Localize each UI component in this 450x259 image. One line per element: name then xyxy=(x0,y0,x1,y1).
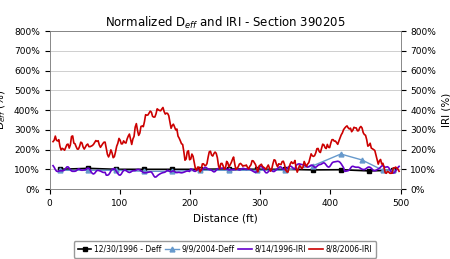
8/14/1996-IRI xyxy=(396,165,402,168)
12/30/1996 - Deff xyxy=(226,167,231,170)
8/8/2006-IRI xyxy=(384,172,389,175)
8/8/2006-IRI xyxy=(257,164,263,167)
9/9/2004-Deff xyxy=(254,169,259,172)
8/8/2006-IRI xyxy=(263,168,269,171)
Legend: 12/30/1996 - Deff, 9/9/2004-Deff, 8/14/1996-IRI, 8/8/2006-IRI: 12/30/1996 - Deff, 9/9/2004-Deff, 8/14/1… xyxy=(74,241,376,258)
9/9/2004-Deff xyxy=(86,169,91,172)
12/30/1996 - Deff xyxy=(254,168,259,171)
Title: Normalized D$_{eff}$ and IRI - Section 390205: Normalized D$_{eff}$ and IRI - Section 3… xyxy=(105,15,345,31)
12/30/1996 - Deff xyxy=(113,168,119,171)
8/14/1996-IRI xyxy=(263,171,269,174)
9/9/2004-Deff xyxy=(113,169,119,172)
8/14/1996-IRI xyxy=(50,164,56,167)
12/30/1996 - Deff xyxy=(366,169,372,172)
12/30/1996 - Deff xyxy=(391,169,396,172)
9/9/2004-Deff xyxy=(359,159,364,162)
9/9/2004-Deff xyxy=(198,169,203,172)
Line: 8/14/1996-IRI: 8/14/1996-IRI xyxy=(53,161,399,177)
Line: 9/9/2004-Deff: 9/9/2004-Deff xyxy=(58,152,396,174)
8/14/1996-IRI xyxy=(366,166,372,169)
Y-axis label: IRI (%): IRI (%) xyxy=(441,93,450,127)
12/30/1996 - Deff xyxy=(338,168,343,171)
8/14/1996-IRI xyxy=(152,176,158,179)
8/8/2006-IRI xyxy=(343,125,349,128)
12/30/1996 - Deff xyxy=(282,168,288,171)
9/9/2004-Deff xyxy=(282,169,288,172)
8/8/2006-IRI xyxy=(256,164,262,168)
8/8/2006-IRI xyxy=(51,139,57,142)
12/30/1996 - Deff xyxy=(310,168,315,171)
12/30/1996 - Deff xyxy=(86,167,91,170)
8/8/2006-IRI xyxy=(396,170,402,173)
12/30/1996 - Deff xyxy=(170,168,175,171)
8/8/2006-IRI xyxy=(50,140,56,143)
8/14/1996-IRI xyxy=(344,169,350,172)
Y-axis label: D$_{eff}$ (%): D$_{eff}$ (%) xyxy=(0,90,9,130)
Line: 12/30/1996 - Deff: 12/30/1996 - Deff xyxy=(58,166,396,173)
9/9/2004-Deff xyxy=(142,170,147,173)
8/14/1996-IRI xyxy=(256,166,262,169)
8/14/1996-IRI xyxy=(51,166,57,169)
12/30/1996 - Deff xyxy=(57,168,63,171)
8/14/1996-IRI xyxy=(335,160,341,163)
9/9/2004-Deff xyxy=(391,169,396,172)
8/8/2006-IRI xyxy=(160,106,166,109)
8/14/1996-IRI xyxy=(257,165,263,168)
9/9/2004-Deff xyxy=(380,169,386,172)
8/8/2006-IRI xyxy=(365,145,370,148)
9/9/2004-Deff xyxy=(170,170,175,173)
X-axis label: Distance (ft): Distance (ft) xyxy=(193,213,257,223)
9/9/2004-Deff xyxy=(310,164,315,167)
12/30/1996 - Deff xyxy=(198,168,203,171)
12/30/1996 - Deff xyxy=(142,168,147,171)
9/9/2004-Deff xyxy=(338,153,343,156)
9/9/2004-Deff xyxy=(226,169,231,172)
9/9/2004-Deff xyxy=(57,169,63,172)
Line: 8/8/2006-IRI: 8/8/2006-IRI xyxy=(53,107,399,173)
